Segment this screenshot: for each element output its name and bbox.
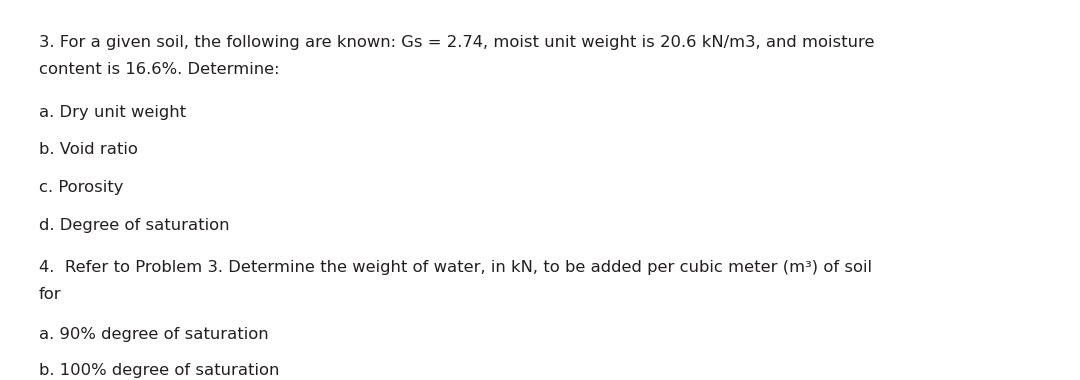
Text: b. 100% degree of saturation: b. 100% degree of saturation	[39, 363, 280, 378]
Text: a. 90% degree of saturation: a. 90% degree of saturation	[39, 327, 269, 342]
Text: 3. For a given soil, the following are known: Gs = 2.74, moist unit weight is 20: 3. For a given soil, the following are k…	[39, 35, 875, 50]
Text: a. Dry unit weight: a. Dry unit weight	[39, 105, 186, 120]
Text: content is 16.6%. Determine:: content is 16.6%. Determine:	[39, 62, 280, 77]
Text: b. Void ratio: b. Void ratio	[39, 142, 138, 157]
Text: c. Porosity: c. Porosity	[39, 180, 123, 195]
Text: for: for	[39, 287, 62, 302]
Text: 4.  Refer to Problem 3. Determine the weight of water, in kN, to be added per cu: 4. Refer to Problem 3. Determine the wei…	[39, 260, 872, 275]
Text: d. Degree of saturation: d. Degree of saturation	[39, 218, 229, 233]
